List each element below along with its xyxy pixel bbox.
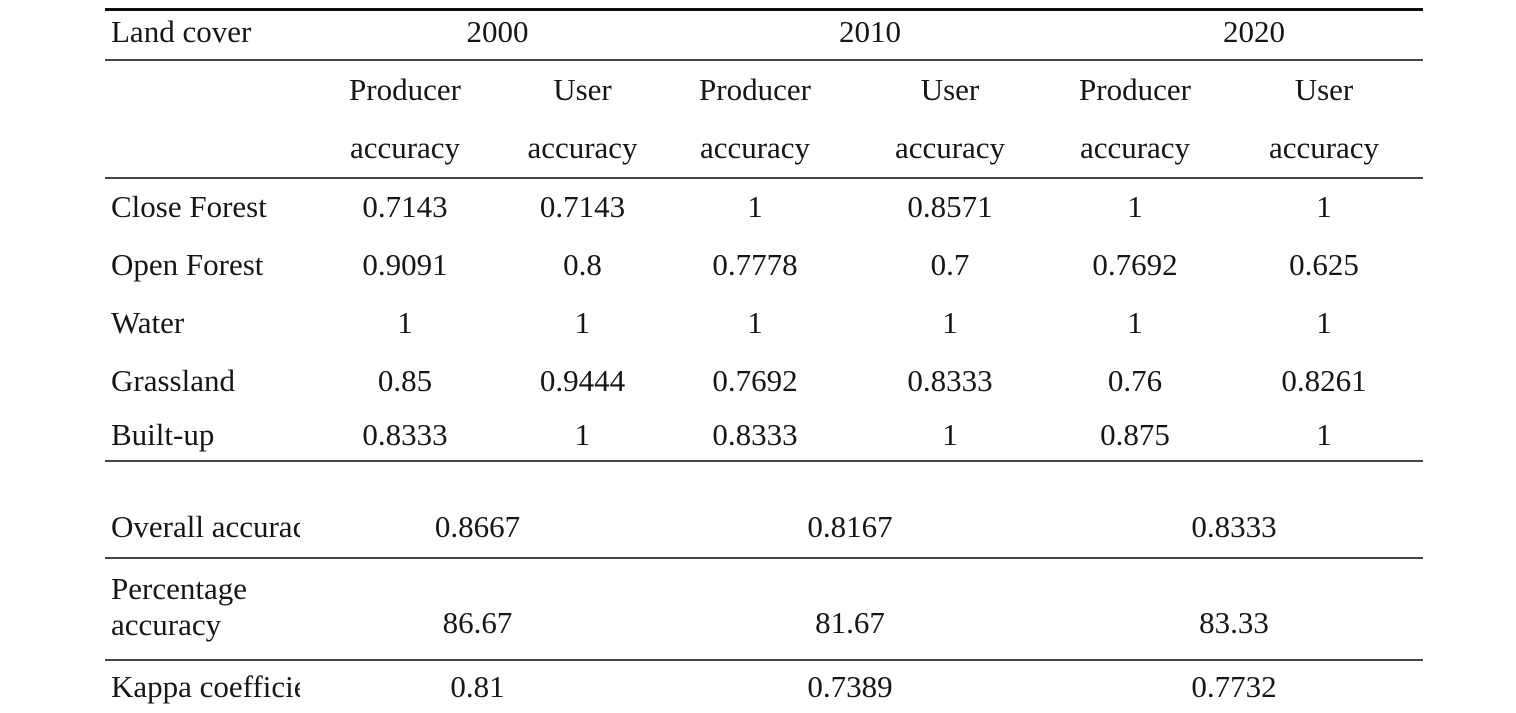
value-cell: 0.8261	[1281, 362, 1367, 398]
column-header-user-accuracy-2010: User accuracy	[855, 59, 1045, 179]
column-header-producer-accuracy-2000: Producer accuracy	[300, 59, 510, 179]
summary-value-2010: 81.67	[655, 557, 1045, 661]
value-cell: 1	[1316, 304, 1332, 340]
value-cell: 0.8333	[655, 409, 855, 462]
value-cell: 1	[397, 304, 413, 340]
row-label: Built-up	[105, 409, 300, 462]
table-row-close-forest: Close Forest 0.7143 0.7143 1 0.8571 1 1	[105, 178, 1423, 236]
summary-value-2010: 0.8167	[655, 460, 1045, 559]
column-header-line2: accuracy	[1268, 129, 1380, 165]
row-label: Close Forest	[111, 189, 267, 224]
column-header-user-accuracy-2020: User accuracy	[1225, 59, 1423, 179]
table-row-open-forest: Open Forest 0.9091 0.8 0.7778 0.7 0.7692…	[105, 236, 1423, 294]
summary-value-2020: 83.33	[1045, 557, 1423, 661]
value-cell: 1	[747, 189, 763, 224]
column-header-line1: Producer	[349, 71, 461, 107]
table-row-built-up: Built-up 0.8333 1 0.8333 1 0.875 1	[105, 409, 1423, 462]
value-cell: 1	[855, 409, 1045, 462]
year-header-2020: 2020	[1045, 9, 1423, 61]
column-header-line1: User	[553, 71, 612, 107]
value-cell: 0.85	[377, 362, 433, 398]
column-header-producer-accuracy-2010: Producer accuracy	[655, 59, 855, 179]
value-cell: 1	[1127, 189, 1143, 224]
value-cell: 0.7778	[712, 246, 798, 282]
value-cell: 0.8	[563, 246, 602, 282]
value-cell: 0.625	[1289, 246, 1359, 282]
summary-label-line1: Percentage	[111, 570, 247, 606]
table-row-grassland: Grassland 0.85 0.9444 0.7692 0.8333 0.76…	[105, 352, 1423, 410]
year-header-2000: 2000	[300, 9, 655, 61]
value-cell: 0.7692	[712, 362, 798, 398]
value-cell: 0.8571	[907, 189, 993, 224]
summary-value-2010: 0.7389	[807, 668, 893, 704]
summary-value-2000: 0.8667	[300, 460, 655, 559]
value-cell: 0.875	[1045, 409, 1225, 462]
column-header-user-accuracy-2000: User accuracy	[510, 59, 655, 179]
row-label: Water	[111, 304, 185, 340]
value-cell: 0.9091	[362, 246, 448, 282]
header-row-years: Land cover 2000 2010 2020	[105, 9, 1423, 61]
column-header-line2: accuracy	[527, 129, 638, 165]
column-header-line1: User	[920, 71, 980, 107]
value-cell: 0.7	[930, 246, 970, 282]
value-cell: 0.9444	[539, 362, 626, 398]
column-header-producer-accuracy-2020: Producer accuracy	[1045, 59, 1225, 179]
value-cell: 0.76	[1107, 362, 1163, 398]
empty-corner-cell	[105, 59, 300, 179]
column-header-line1: Producer	[1079, 71, 1191, 107]
summary-label: Overall accuracy	[105, 460, 300, 559]
summary-value-2000: 0.81	[450, 668, 505, 704]
summary-value-2000: 86.67	[300, 557, 655, 661]
summary-label: Percentage accuracy	[105, 557, 300, 661]
summary-value-2020: 0.7732	[1191, 668, 1277, 704]
value-cell: 1	[942, 304, 958, 340]
accuracy-assessment-table-container: Land cover 2000 2010 2020 Producer accur…	[105, 8, 1423, 713]
column-header-line2: accuracy	[894, 129, 1006, 165]
column-header-line2: accuracy	[699, 129, 811, 165]
value-cell: 1	[574, 304, 591, 340]
value-cell: 1	[1225, 409, 1423, 462]
summary-row-percentage-accuracy: Percentage accuracy 86.67 81.67 83.33	[105, 557, 1423, 661]
value-cell: 1	[747, 304, 763, 340]
summary-row-kappa-coefficient: Kappa coefficient 0.81 0.7389 0.7732	[105, 660, 1423, 713]
header-row-accuracy-types: Producer accuracy User accuracy Producer…	[105, 59, 1423, 179]
value-cell: 0.8333	[300, 409, 510, 462]
row-label: Grassland	[111, 362, 235, 398]
value-cell: 1	[1316, 189, 1332, 224]
summary-value-2020: 0.8333	[1045, 460, 1423, 559]
column-header-line2: accuracy	[1079, 129, 1191, 165]
accuracy-assessment-table: Land cover 2000 2010 2020 Producer accur…	[105, 8, 1423, 713]
column-header-line2: accuracy	[349, 129, 461, 165]
corner-header-land-cover: Land cover	[105, 9, 300, 61]
summary-label: Kappa coefficient	[111, 668, 300, 704]
value-cell: 0.8333	[907, 362, 993, 398]
summary-row-overall-accuracy: Overall accuracy 0.8667 0.8167 0.8333	[105, 460, 1423, 559]
value-cell: 1	[1127, 304, 1143, 340]
value-cell: 1	[510, 409, 655, 462]
value-cell: 0.7143	[539, 189, 626, 224]
column-header-line1: User	[1294, 71, 1354, 107]
table-row-water: Water 1 1 1 1 1 1	[105, 294, 1423, 352]
value-cell: 0.7692	[1092, 246, 1178, 282]
column-header-line1: Producer	[699, 71, 811, 107]
summary-label-line2: accuracy	[111, 606, 222, 642]
year-header-2010: 2010	[655, 9, 1045, 61]
row-label: Open Forest	[111, 246, 264, 282]
value-cell: 0.7143	[362, 189, 448, 224]
